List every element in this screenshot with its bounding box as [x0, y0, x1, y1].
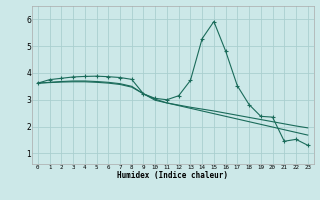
X-axis label: Humidex (Indice chaleur): Humidex (Indice chaleur) — [117, 171, 228, 180]
